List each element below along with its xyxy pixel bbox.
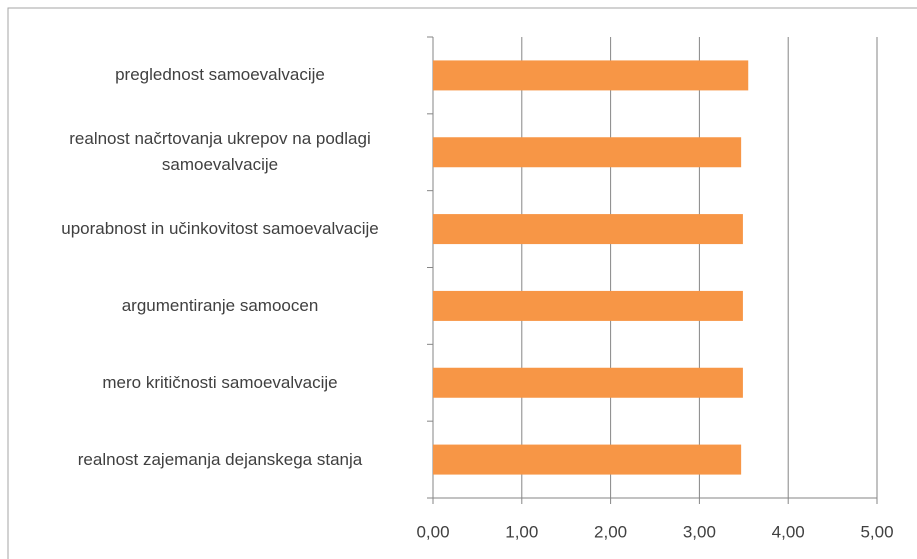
bar <box>433 367 743 398</box>
bar <box>433 137 742 168</box>
y-tick-label: realnost zajemanja dejanskega stanja <box>77 449 363 469</box>
y-tick-label: preglednost samoevalvacije <box>115 65 325 85</box>
bar <box>433 60 749 91</box>
x-tick-label: 2,00 <box>594 522 627 541</box>
x-tick-label: 4,00 <box>772 522 805 541</box>
bar <box>433 444 742 475</box>
y-tick-label: realnost načrtovanja ukrepov na podlagi … <box>69 129 371 175</box>
x-tick-label: 3,00 <box>683 522 716 541</box>
bar <box>433 214 743 245</box>
chart-border <box>7 7 917 559</box>
y-tick-label: uporabnost in učinkovitost samoevalvacij… <box>61 219 379 239</box>
x-tick-label: 0,00 <box>416 522 449 541</box>
bar <box>433 290 743 321</box>
x-tick-label: 5,00 <box>860 522 893 541</box>
x-tick-label: 1,00 <box>505 522 538 541</box>
y-tick-label: argumentiranje samoocen <box>121 295 319 315</box>
y-tick-label: mero kritičnosti samoevalvacije <box>102 372 338 392</box>
